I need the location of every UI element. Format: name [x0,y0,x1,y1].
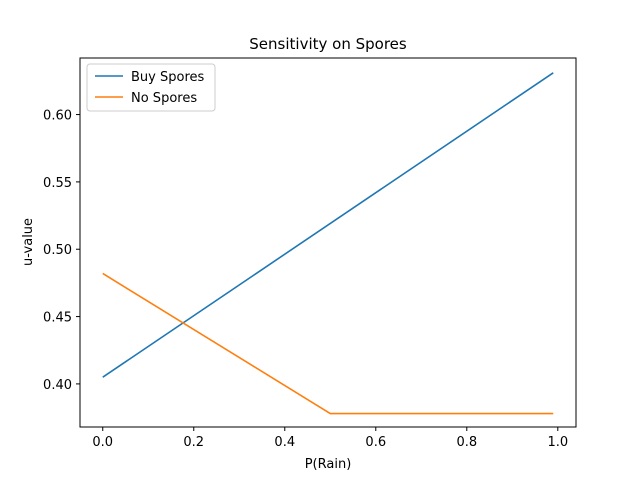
x-tick-label: 1.0 [547,435,568,450]
x-axis-label: P(Rain) [305,457,352,472]
y-tick-label: 0.40 [43,378,72,393]
x-tick-label: 0.8 [456,435,477,450]
x-axis-ticks: 0.0 0.2 0.4 0.6 0.8 1.0 [92,427,568,450]
series-line-buy-spores [102,72,554,378]
plot-area [79,57,577,428]
y-axis-label: u-value [21,218,36,266]
legend-label-buy-spores: Buy Spores [131,70,204,85]
plot-frame [79,57,577,428]
series-line-no-spores [102,272,554,415]
y-axis-ticks: 0.40 0.45 0.50 0.55 0.60 [43,109,80,393]
x-tick-label: 0.2 [183,435,204,450]
y-tick-label: 0.55 [43,176,72,191]
x-tick-label: 0.0 [92,435,113,450]
series-layer [102,72,554,415]
x-tick-label: 0.6 [365,435,386,450]
y-tick-label: 0.50 [43,243,72,258]
x-tick-label: 0.4 [274,435,295,450]
legend-label-no-spores: No Spores [131,91,197,106]
y-tick-label: 0.60 [43,109,72,124]
legend: Buy Spores No Spores [86,63,216,112]
y-tick-label: 0.45 [43,311,72,326]
chart-title: Sensitivity on Spores [249,35,407,53]
